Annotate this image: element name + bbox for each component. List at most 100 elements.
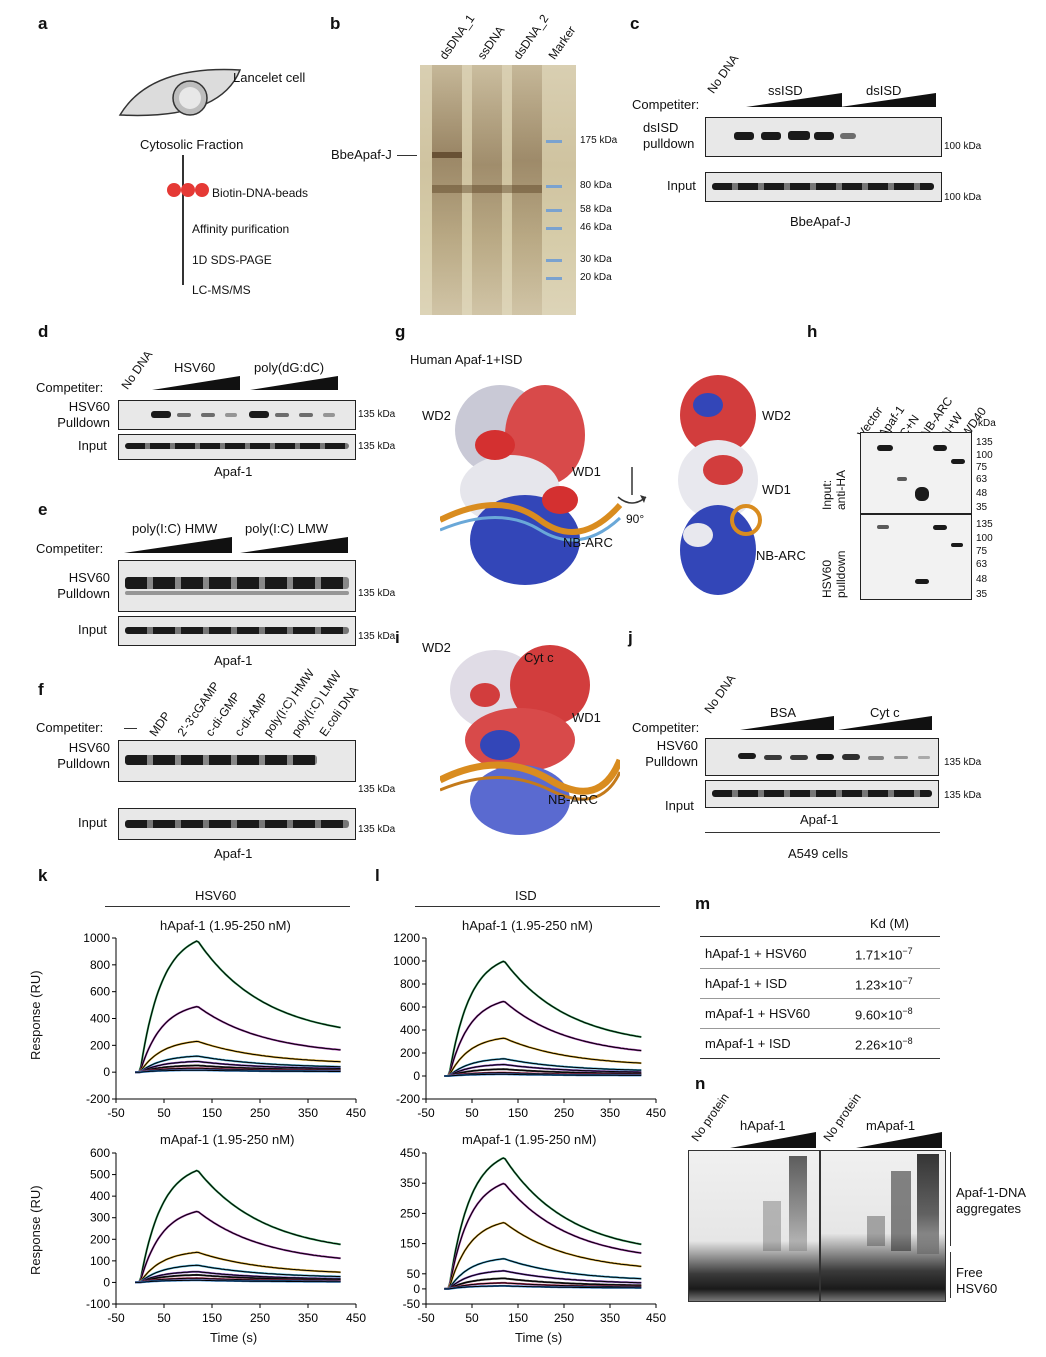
fit-curve — [444, 1157, 642, 1290]
apaf1-structure-front — [440, 385, 623, 585]
row-label-input-line: Input: — [820, 479, 834, 510]
y-tick-label: 400 — [400, 1023, 420, 1037]
row-label-hsv60: HSV60 — [656, 738, 698, 753]
mw-135: 135 kDa — [358, 588, 396, 599]
mw-tick: 63 — [976, 559, 988, 570]
lane-polyic-hmw: poly(I:C) HMW — [132, 521, 218, 536]
wd1-label: WD1 — [762, 482, 791, 497]
lane-cytc: Cyt c — [870, 705, 900, 720]
marker-46: 46 kDa — [580, 222, 612, 233]
y-tick-label: 250 — [400, 1206, 420, 1220]
blot-dsisd-pulldown — [705, 117, 942, 157]
mw-135: 135 kDa — [358, 784, 396, 795]
y-tick-label: 800 — [90, 958, 110, 972]
gradient-triangle — [746, 93, 842, 107]
spr-chart-h-hsv60: -200 0 200 400 600 800 1000 -50 50 150 250 350 450 — [83, 931, 366, 1120]
row-label-input: Input — [78, 815, 107, 830]
chart-title: hApaf-1 (1.95-250 nM) — [462, 918, 593, 933]
mw-tick: 100 — [976, 533, 993, 544]
fit-curve — [444, 1285, 642, 1290]
blot-hsv60-pulldown — [118, 400, 356, 430]
wd1-label: WD1 — [572, 464, 601, 479]
mw-135: 135 kDa — [944, 790, 982, 801]
row-label-input: Input — [78, 622, 107, 637]
x-tick-label: 250 — [250, 1106, 270, 1120]
gradient-triangle — [840, 93, 936, 107]
cytc-label: Cyt c — [524, 650, 554, 665]
kda-label: kDa — [978, 418, 996, 429]
panel-label-h: h — [807, 322, 818, 341]
fit-curve — [135, 940, 341, 1073]
step-lcms: LC-MS/MS — [192, 283, 251, 297]
row-label-hsv60-line: HSV60 — [820, 559, 834, 598]
lane-no-dna: No DNA — [704, 51, 742, 96]
mw-135: 135 kDa — [358, 409, 396, 420]
lancelet-cell-icon — [118, 68, 242, 117]
protein-label: Apaf-1 — [800, 812, 839, 827]
competitor-label: Competiter: — [36, 720, 104, 735]
protein-label: Apaf-1 — [214, 846, 253, 861]
x-tick-label: -50 — [107, 1106, 125, 1120]
rotation-label: 90° — [626, 512, 645, 526]
lancelet-cell-label: Lancelet cell — [233, 70, 306, 85]
marker-175: 175 kDa — [580, 135, 618, 146]
sensorgram-series — [444, 1221, 642, 1290]
panel-label-g: g — [395, 322, 406, 341]
marker-58: 58 kDa — [580, 204, 612, 215]
fit-curve — [135, 1251, 341, 1283]
row-label-hsv60: HSV60 — [68, 399, 110, 414]
blot-input-antiha — [860, 432, 972, 514]
y-tick-label: -200 — [396, 1092, 420, 1106]
table-row-pair: hApaf-1 + HSV60 — [705, 946, 807, 961]
lane-mdp: MDP — [146, 709, 174, 739]
x-tick-label: 450 — [646, 1311, 666, 1325]
mw-tick: 135 — [976, 519, 993, 530]
bracket — [950, 1252, 951, 1298]
x-tick-label: 350 — [298, 1106, 318, 1120]
wd2-label: WD2 — [762, 408, 791, 423]
gradient-triangle — [838, 716, 932, 730]
x-tick-label: 50 — [465, 1106, 479, 1120]
mw-135: 135 kDa — [358, 631, 396, 642]
wd2-label: WD2 — [422, 640, 451, 655]
y-tick-label: -50 — [403, 1297, 421, 1311]
lane-no-dna: No DNA — [701, 671, 739, 716]
y-tick-label: 1000 — [393, 954, 420, 968]
chart-group-header: HSV60 — [195, 888, 237, 903]
x-tick-label: 450 — [346, 1311, 366, 1325]
mw-100: 100 kDa — [944, 141, 982, 152]
y-tick-label: 500 — [90, 1168, 110, 1182]
lane-polydgdc: poly(dG:dC) — [254, 360, 325, 375]
mw-tick: 48 — [976, 574, 988, 585]
bracket — [950, 1152, 951, 1246]
y-tick-label: 800 — [400, 977, 420, 991]
mw-tick: 35 — [976, 589, 988, 600]
table-row-pair: mApaf-1 + HSV60 — [705, 1006, 811, 1021]
rotation-icon — [617, 467, 647, 504]
gradient-triangle — [124, 537, 232, 553]
y-tick-label: 0 — [103, 1065, 110, 1079]
row-label-input: Input: anti-HA — [820, 432, 856, 510]
y-tick-label: 150 — [400, 1237, 420, 1251]
x-tick-label: 250 — [554, 1311, 574, 1325]
chart-group-header: ISD — [515, 888, 537, 903]
y-tick-label: 450 — [400, 1146, 420, 1160]
table-rule — [700, 968, 940, 969]
panel-label-e: e — [38, 500, 48, 519]
apaf1-structure-side — [678, 375, 762, 595]
y-tick-label: -200 — [86, 1092, 110, 1106]
x-axis-label: Time (s) — [515, 1330, 563, 1345]
lane-ssisd: ssISD — [768, 83, 803, 98]
chart-title: mApaf-1 (1.95-250 nM) — [462, 1132, 597, 1147]
x-tick-label: 250 — [554, 1106, 574, 1120]
mw-135: 135 kDa — [944, 757, 982, 768]
cytosolic-fraction: Cytosolic Fraction — [140, 137, 244, 152]
x-tick-label: 150 — [508, 1106, 528, 1120]
x-tick-label: 350 — [600, 1311, 620, 1325]
lane-hsv60: HSV60 — [174, 360, 216, 375]
x-tick-label: 150 — [202, 1106, 222, 1120]
mw-tick: 75 — [976, 462, 988, 473]
panel-label-c: c — [630, 14, 640, 33]
fit-curve — [135, 1271, 341, 1283]
row-label-hsv60: HSV60 — [68, 740, 110, 755]
